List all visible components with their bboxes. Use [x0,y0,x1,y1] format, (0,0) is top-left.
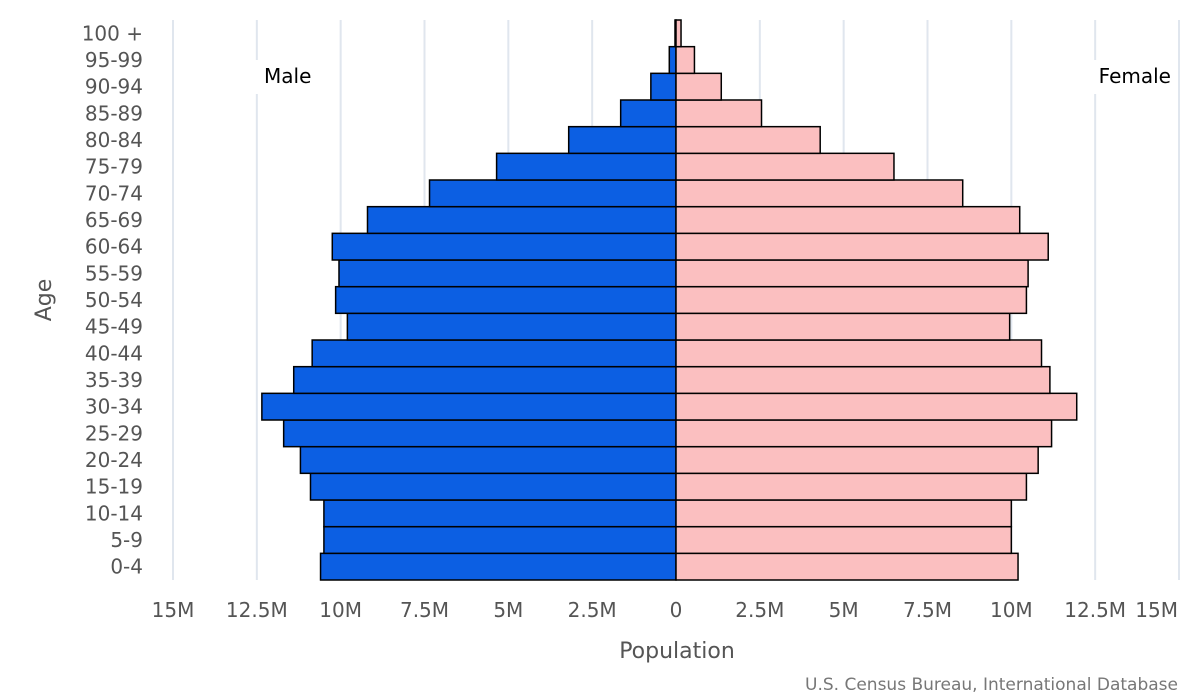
bar-male-10-14 [323,499,677,528]
y-tick-label: 65-69 [85,208,143,232]
source-credit: U.S. Census Bureau, International Databa… [805,675,1178,695]
y-tick-label: 100 + [82,21,143,45]
x-tick-label: 0 [670,598,683,622]
bar-male-0-4 [319,552,677,581]
x-tick-label: 15M [1135,598,1178,622]
male-label-bg [253,60,319,94]
bar-male-30-34 [261,392,677,421]
bar-female-100 [675,19,682,48]
y-tick-label: 25-29 [85,421,143,445]
y-tick-label: 0-4 [110,555,143,579]
x-tick-label: 10M [319,598,362,622]
bar-male-80-84 [567,125,677,155]
bar-female-15-19 [675,472,1028,501]
bar-male-50-54 [334,285,677,315]
bar-female-35-39 [675,365,1051,395]
x-tick-label: 7.5M [903,598,952,622]
bar-female-85-89 [675,99,763,128]
bar-female-0-4 [675,552,1019,581]
bar-female-5-9 [675,525,1013,555]
x-tick-label: 12.5M [1064,598,1126,622]
y-tick-label: 10-14 [85,501,143,525]
bar-female-65-69 [675,205,1021,235]
bar-female-75-79 [675,152,895,181]
y-tick-label: 85-89 [85,101,143,125]
y-axis-title: Age [32,279,57,322]
x-axis-title: Population [619,639,735,664]
x-tick-label: 12.5M [226,598,288,622]
bar-male-60-64 [331,232,677,261]
y-tick-label: 5-9 [110,528,143,552]
y-tick-label: 95-99 [85,48,143,72]
bar-male-85-89 [619,99,677,128]
female-label: Female [1099,64,1171,88]
x-tick-label: 10M [990,598,1033,622]
bar-male-65-69 [366,205,677,235]
bar-male-70-74 [428,179,677,208]
y-tick-label: 55-59 [85,261,143,285]
y-tick-label: 30-34 [85,395,143,419]
y-tick-label: 75-79 [85,155,143,179]
x-axis-tick-labels: 15M 12.5M 10M 7.5M 5M 2.5M 0 2.5M 5M 7.5M 10M 12.5M… [152,598,1178,622]
x-tick-label: 2.5M [735,598,784,622]
y-tick-label: 60-64 [85,235,143,259]
y-tick-label: 90-94 [85,75,143,99]
bar-female-60-64 [675,232,1049,261]
bar-male-75-79 [495,152,677,181]
bar-female-10-14 [675,499,1013,528]
bar-male-95-99 [668,45,677,75]
y-tick-label: 70-74 [85,181,143,205]
bar-female-90-94 [675,72,723,101]
bar-female-95-99 [675,45,696,75]
bar-male-5-9 [323,525,677,555]
y-tick-label: 20-24 [85,448,143,472]
bar-male-55-59 [338,259,677,288]
bar-female-45-49 [675,312,1011,341]
bar-female-50-54 [675,285,1028,315]
x-tick-label: 2.5M [568,598,617,622]
y-tick-label: 15-19 [85,475,143,499]
bar-female-80-84 [675,125,821,155]
y-tick-label: 80-84 [85,128,143,152]
y-tick-label: 40-44 [85,341,143,365]
y-tick-label: 50-54 [85,288,143,312]
x-tick-label: 5M [493,598,523,622]
male-label: Male [264,64,311,88]
bar-male-35-39 [292,365,677,395]
bar-female-30-34 [675,392,1078,421]
bar-male-25-29 [282,419,677,448]
bar-male-15-19 [309,472,677,501]
bar-male-90-94 [650,72,677,101]
female-label-bg [1086,60,1178,94]
bar-male-45-49 [346,312,677,341]
bar-female-55-59 [675,259,1029,288]
bar-male-40-44 [311,339,677,368]
x-tick-label: 5M [829,598,859,622]
x-tick-label: 15M [152,598,195,622]
x-tick-label: 7.5M [400,598,449,622]
y-tick-label: 45-49 [85,315,143,339]
y-tick-label: 35-39 [85,368,143,392]
bar-female-25-29 [675,419,1053,448]
bar-female-20-24 [675,445,1039,475]
bars [261,19,1078,581]
bar-female-70-74 [675,179,964,208]
bar-female-40-44 [675,339,1043,368]
bar-male-20-24 [299,445,677,475]
